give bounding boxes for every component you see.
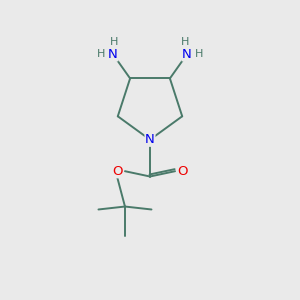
Text: N: N	[108, 48, 118, 61]
Text: O: O	[178, 165, 188, 178]
Text: O: O	[112, 165, 122, 178]
Text: N: N	[182, 48, 192, 61]
Text: H: H	[97, 49, 105, 59]
Text: H: H	[110, 37, 119, 47]
Text: H: H	[195, 49, 203, 59]
Text: N: N	[145, 133, 155, 146]
Text: H: H	[181, 37, 190, 47]
